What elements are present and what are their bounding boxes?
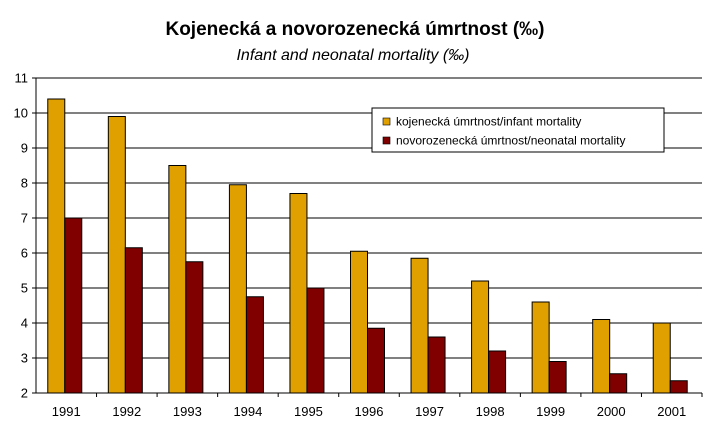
x-tick-label: 1996 [355,404,384,419]
x-tick-label: 1995 [294,404,323,419]
bar-infant-mortality [592,319,611,394]
x-tick-label: 2001 [657,404,686,419]
bar-infant-mortality [47,98,66,394]
bar-neonatal-mortality [245,296,264,394]
bar-infant-mortality [168,165,187,394]
gridlines [36,77,702,359]
bar-neonatal-mortality [548,361,567,394]
bar-neonatal-mortality [488,350,507,394]
legend-box [371,107,665,153]
bar-infant-mortality [410,257,429,394]
chart-title: Kojenecká a novorozenecká úmrtnost (‰) [165,19,544,40]
bar-neonatal-mortality [306,287,325,394]
legend-label-neonatal: novorozenecká úmrtnost/neonatal mortalit… [396,134,625,148]
bar-infant-mortality [289,193,308,394]
bar-neonatal-mortality [669,380,688,394]
x-tick-label: 1992 [112,404,141,419]
x-tick-label: 1999 [536,404,565,419]
bar-neonatal-mortality [124,247,143,394]
bar-infant-mortality [228,184,247,394]
y-tick-label: 5 [21,281,28,296]
y-tick-label: 8 [21,176,28,191]
legend-label-infant: kojenecká úmrtnost/infant mortality [396,115,581,129]
y-axis: 2 3 4 5 6 7 8 9 10 11 [14,71,37,401]
x-tick-label: 2000 [597,404,626,419]
legend: kojenecká úmrtnost/infant mortality novo… [371,107,665,153]
x-tick-label: 1998 [476,404,505,419]
bar-neonatal-mortality [64,217,83,394]
x-axis: 1991 1992 1993 1994 1995 1996 1997 1998 1999 2000… [36,392,703,419]
chart-subtitle: Infant and neonatal mortality (‰) [236,47,469,64]
x-tick-label: 1997 [415,404,444,419]
y-tick-label: 2 [21,386,28,401]
y-tick-label: 7 [21,211,28,226]
y-tick-label: 4 [21,316,28,331]
y-tick-label: 11 [15,71,29,86]
y-tick-label: 6 [21,246,28,261]
bar-infant-mortality [350,250,368,394]
y-tick-label: 3 [21,351,28,366]
bar-infant-mortality [471,280,490,394]
x-tick-label: 1994 [233,404,262,419]
bar-infant-mortality [652,322,671,394]
legend-swatch-infant [382,117,391,126]
bar-infant-mortality [531,301,550,394]
x-tick-label: 1993 [173,404,202,419]
x-tick-label: 1991 [52,404,81,419]
y-tick-label: 10 [14,106,28,121]
bar-neonatal-mortality [185,261,204,394]
bar-neonatal-mortality [609,373,628,394]
bar-infant-mortality [107,116,126,394]
y-tick-label: 9 [21,141,28,156]
bar-neonatal-mortality [367,327,385,394]
bar-neonatal-mortality [427,336,446,394]
legend-swatch-neonatal [382,136,391,145]
